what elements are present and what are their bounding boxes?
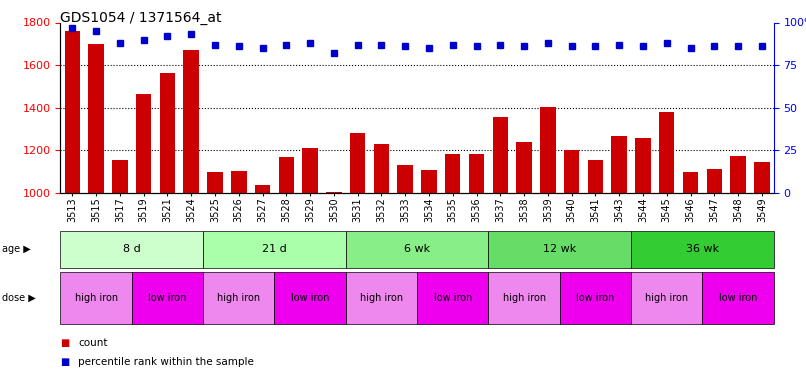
Bar [136, 94, 152, 193]
Bar [659, 112, 675, 193]
Bar [707, 169, 722, 193]
Text: low iron: low iron [291, 293, 330, 303]
Bar [184, 50, 199, 193]
Text: high iron: high iron [74, 293, 118, 303]
Text: GDS1054 / 1371564_at: GDS1054 / 1371564_at [60, 11, 222, 25]
Text: high iron: high iron [217, 293, 260, 303]
Bar [207, 172, 222, 193]
Bar [730, 156, 746, 193]
Bar [279, 157, 294, 193]
Bar [422, 170, 437, 193]
Text: 36 wk: 36 wk [686, 244, 719, 254]
Bar [255, 184, 270, 193]
Bar [397, 165, 413, 193]
Text: low iron: low iron [576, 293, 615, 303]
Text: count: count [78, 338, 108, 348]
Text: high iron: high iron [502, 293, 546, 303]
Text: low iron: low iron [434, 293, 472, 303]
Text: 21 d: 21 d [262, 244, 287, 254]
Bar [564, 150, 580, 193]
Text: 12 wk: 12 wk [543, 244, 576, 254]
Bar [326, 192, 342, 193]
Text: high iron: high iron [645, 293, 688, 303]
Bar [492, 117, 508, 193]
Text: dose ▶: dose ▶ [2, 293, 35, 303]
Text: low iron: low iron [148, 293, 187, 303]
Text: ■: ■ [60, 357, 69, 367]
Bar [683, 172, 698, 193]
Bar [540, 107, 555, 193]
Bar [588, 160, 603, 193]
Bar [374, 144, 389, 193]
Text: 6 wk: 6 wk [404, 244, 430, 254]
Bar [112, 160, 127, 193]
Bar [469, 154, 484, 193]
Bar [517, 142, 532, 193]
Text: low iron: low iron [719, 293, 758, 303]
Bar [231, 171, 247, 193]
Text: percentile rank within the sample: percentile rank within the sample [78, 357, 254, 367]
Bar [64, 31, 80, 193]
Bar [89, 44, 104, 193]
Bar [160, 73, 175, 193]
Bar [445, 154, 460, 193]
Bar [754, 162, 770, 193]
Bar [635, 138, 650, 193]
Bar [302, 148, 318, 193]
Text: 8 d: 8 d [123, 244, 141, 254]
Text: ■: ■ [60, 338, 69, 348]
Bar [350, 134, 365, 193]
Text: age ▶: age ▶ [2, 244, 31, 254]
Bar [612, 135, 627, 193]
Text: high iron: high iron [359, 293, 403, 303]
